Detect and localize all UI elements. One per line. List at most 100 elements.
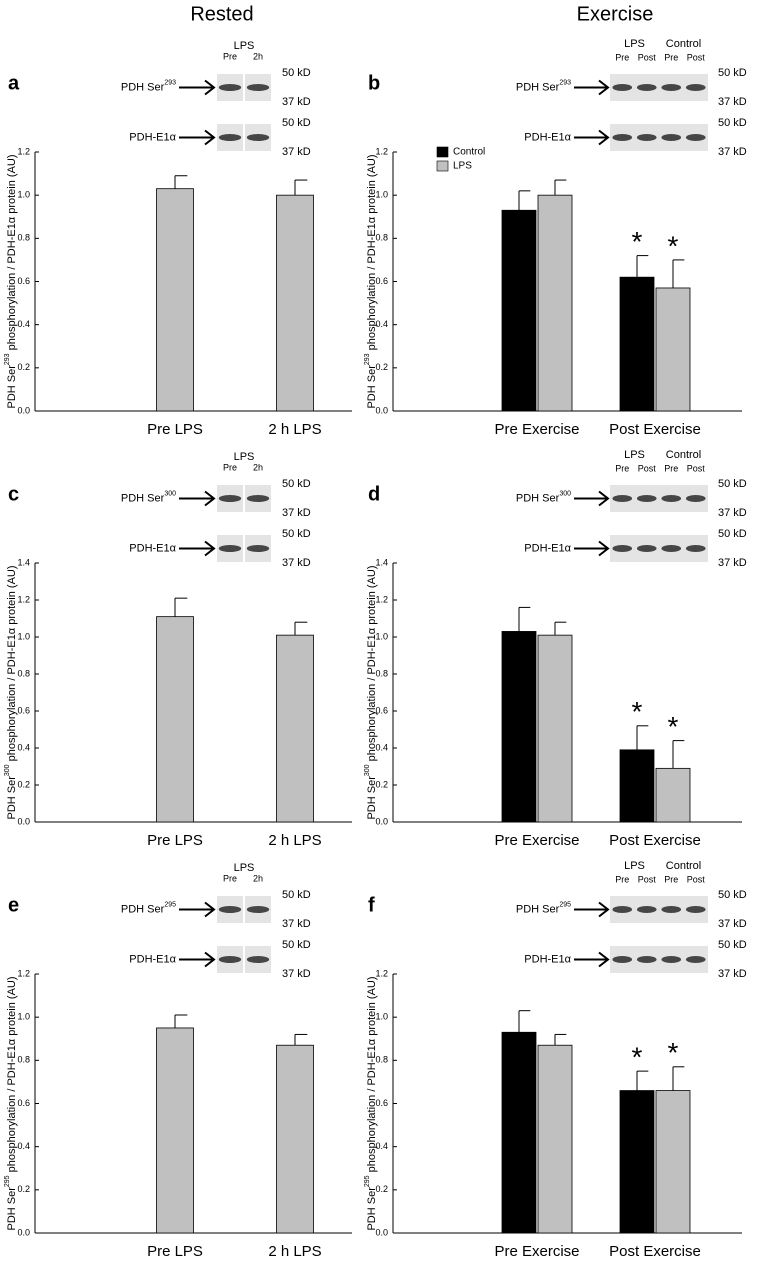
blot-band bbox=[685, 495, 706, 502]
y-axis-label-superscript: 295 bbox=[364, 1175, 371, 1187]
bar bbox=[156, 1027, 194, 1234]
y-tick-label: 1.4 bbox=[375, 557, 388, 567]
y-tick-label: 0.0 bbox=[17, 405, 30, 415]
blot-marker: 37 kD bbox=[282, 96, 311, 108]
blot-lane-label: Pre bbox=[664, 874, 678, 884]
legend-label: LPS bbox=[453, 161, 472, 172]
blot-lane-label: Pre bbox=[664, 52, 678, 62]
blot-row-label: PDH-E1α bbox=[129, 542, 176, 554]
blot-row-label-text: PDH Ser bbox=[121, 81, 165, 93]
y-axis-label: PDH Ser300 phosphorylation / PDH-E1α pro… bbox=[364, 565, 378, 819]
y-tick-label: 0.6 bbox=[17, 276, 30, 286]
blot-row-label-superscript: 300 bbox=[559, 490, 571, 497]
blot-group-label: Control bbox=[666, 38, 701, 50]
y-axis-label-superscript: 300 bbox=[4, 764, 11, 776]
y-tick-label: 1.2 bbox=[17, 968, 30, 978]
blot-arrow-head bbox=[598, 129, 610, 146]
blot-band bbox=[246, 495, 270, 502]
y-tick-label: 0.4 bbox=[375, 319, 388, 329]
blot-lane-label: 2h bbox=[253, 462, 263, 472]
blot-arrow-head bbox=[204, 490, 216, 507]
blot-marker: 37 kD bbox=[282, 557, 311, 569]
bar bbox=[501, 1031, 537, 1234]
y-tick-label: 0.4 bbox=[375, 1141, 388, 1151]
blot-row-label: PDH Ser295 bbox=[516, 901, 571, 915]
y-tick-label: 1.2 bbox=[375, 146, 388, 156]
y-tick-label: 0.2 bbox=[375, 779, 388, 789]
blot-band bbox=[218, 84, 242, 91]
blot-arrow-head bbox=[204, 540, 216, 557]
blot-group-label: LPS bbox=[624, 38, 645, 50]
blot-lane-label: Post bbox=[687, 52, 706, 62]
panel-label: e bbox=[8, 894, 19, 916]
blot-marker: 50 kD bbox=[282, 889, 311, 901]
y-axis-label-text: PDH Ser bbox=[6, 776, 18, 820]
significance-marker: * bbox=[632, 1042, 643, 1073]
blot-lane-label: Pre bbox=[223, 51, 237, 61]
y-tick-label: 0.0 bbox=[375, 1227, 388, 1237]
y-tick-label: 1.2 bbox=[17, 146, 30, 156]
blot-marker: 37 kD bbox=[718, 507, 747, 519]
blot-row-label-superscript: 293 bbox=[559, 79, 571, 86]
blot-row-label: PDH Ser293 bbox=[121, 79, 176, 93]
blot-group-label: LPS bbox=[624, 449, 645, 461]
blot-band bbox=[685, 134, 706, 141]
y-tick-label: 1.0 bbox=[17, 190, 30, 200]
bar bbox=[619, 749, 655, 823]
blot-band bbox=[218, 495, 242, 502]
y-axis-label-text: PDH Ser bbox=[6, 365, 18, 409]
y-tick-label: 0.6 bbox=[375, 276, 388, 286]
y-tick-label: 0.6 bbox=[375, 705, 388, 715]
bar bbox=[655, 1090, 691, 1234]
y-tick-label: 0.8 bbox=[375, 668, 388, 678]
y-tick-label: 0.6 bbox=[17, 1098, 30, 1108]
blot-band bbox=[636, 84, 657, 91]
blot-arrow-head bbox=[204, 901, 216, 918]
blot-marker: 50 kD bbox=[282, 117, 311, 129]
y-tick-label: 0.0 bbox=[17, 1227, 30, 1237]
y-axis-label-text: PDH Ser bbox=[6, 1187, 18, 1231]
x-tick-label: Post Exercise bbox=[609, 832, 701, 849]
blot-band bbox=[612, 134, 633, 141]
blot-arrow-head bbox=[598, 540, 610, 557]
blot-row-label: PDH Ser300 bbox=[121, 490, 176, 504]
blot-marker: 50 kD bbox=[718, 889, 747, 901]
significance-marker: * bbox=[632, 696, 643, 727]
y-tick-label: 1.0 bbox=[375, 631, 388, 641]
blot-row-label-text: PDH Ser bbox=[121, 492, 165, 504]
blot-row-label-text: PDH-E1α bbox=[129, 542, 176, 554]
y-axis-label-superscript: 300 bbox=[364, 764, 371, 776]
blot-band bbox=[246, 956, 270, 963]
y-tick-label: 1.0 bbox=[375, 1012, 388, 1022]
blot-band bbox=[218, 545, 242, 552]
blot-row-label-superscript: 295 bbox=[164, 901, 176, 908]
blot-lane-label: Pre bbox=[223, 462, 237, 472]
bar bbox=[276, 634, 314, 823]
blot-band bbox=[612, 906, 633, 913]
panel-label: b bbox=[368, 72, 380, 94]
blot-band bbox=[685, 956, 706, 963]
blot-arrow-head bbox=[598, 490, 610, 507]
y-axis-label: PDH Ser293 phosphorylation / PDH-E1α pro… bbox=[364, 154, 378, 408]
x-tick-label: Pre Exercise bbox=[494, 421, 579, 438]
blot-row-label-text: PDH-E1α bbox=[524, 542, 571, 554]
blot-row-label: PDH Ser300 bbox=[516, 490, 571, 504]
panel-label: f bbox=[368, 894, 375, 916]
blot-marker: 50 kD bbox=[282, 478, 311, 490]
y-tick-label: 0.6 bbox=[17, 705, 30, 715]
blot-marker: 50 kD bbox=[282, 939, 311, 951]
blot-marker: 37 kD bbox=[718, 968, 747, 980]
bar bbox=[537, 1044, 573, 1234]
blot-arrow-head bbox=[204, 951, 216, 968]
blot-band bbox=[636, 134, 657, 141]
blot-group-label: LPS bbox=[234, 451, 255, 463]
blot-band bbox=[246, 545, 270, 552]
panel-label: a bbox=[8, 72, 20, 94]
blot-band bbox=[218, 134, 242, 141]
y-tick-label: 0.6 bbox=[375, 1098, 388, 1108]
bar bbox=[501, 631, 537, 823]
x-tick-label: Pre Exercise bbox=[494, 832, 579, 849]
legend-swatch bbox=[436, 146, 449, 158]
blot-band bbox=[612, 84, 633, 91]
blot-row-label-text: PDH Ser bbox=[516, 492, 560, 504]
